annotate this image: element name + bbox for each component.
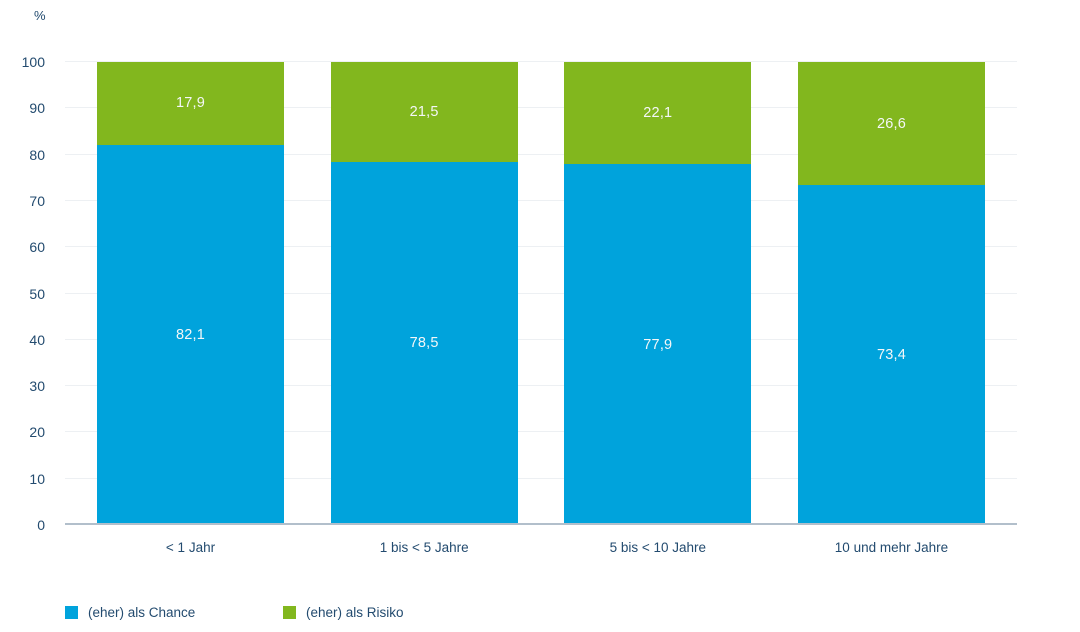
x-axis-labels: < 1 Jahr 1 bis < 5 Jahre 5 bis < 10 Jahre 1… bbox=[65, 540, 1017, 555]
gridline bbox=[65, 431, 1017, 433]
bar: 21,5 78,5 bbox=[330, 62, 518, 525]
gridline bbox=[65, 153, 1017, 155]
bar-segment: 78,5 bbox=[330, 161, 518, 525]
bar-value-label: 73,4 bbox=[876, 347, 906, 364]
legend-label: (eher) als Risiko bbox=[306, 605, 404, 620]
gridline bbox=[65, 385, 1017, 387]
x-axis-baseline bbox=[65, 523, 1017, 525]
bar: 17,9 82,1 bbox=[97, 62, 284, 525]
bar-segment: 77,9 bbox=[564, 164, 752, 525]
bar-value-label: 21,5 bbox=[409, 103, 439, 120]
bar: 26,6 73,4 bbox=[797, 62, 985, 525]
bar-value-label: 17,9 bbox=[175, 95, 206, 112]
y-tick-label: 10 bbox=[29, 470, 45, 487]
legend-item: (eher) als Chance bbox=[65, 606, 195, 620]
gridline bbox=[65, 107, 1017, 109]
y-tick-label: 60 bbox=[29, 239, 45, 256]
y-tick-label: 70 bbox=[29, 192, 45, 209]
y-axis-unit-label: % bbox=[34, 8, 46, 23]
y-tick-label: 30 bbox=[29, 378, 45, 395]
bar-value-label: 22,1 bbox=[643, 105, 673, 122]
legend-swatch-icon bbox=[283, 606, 296, 620]
bars-layer: 17,9 82,1 21,5 78,5 22,1 77,9 26,6 73,4 bbox=[65, 62, 1017, 525]
gridline bbox=[65, 61, 1017, 62]
y-tick-label: 80 bbox=[29, 146, 45, 163]
bar-value-label: 26,6 bbox=[876, 115, 906, 132]
bar-segment: 21,5 bbox=[330, 62, 518, 162]
y-tick-label: 0 bbox=[37, 517, 45, 533]
y-tick-label: 100 bbox=[21, 54, 45, 70]
bar-segment: 26,6 bbox=[797, 62, 985, 186]
y-axis: 0 10 20 30 40 50 60 70 80 90 100 bbox=[0, 55, 45, 532]
legend: (eher) als Chance (eher) als Risiko bbox=[65, 606, 1017, 624]
bar-value-label: 82,1 bbox=[175, 326, 206, 343]
plot-area: 17,9 82,1 21,5 78,5 22,1 77,9 26,6 73,4 bbox=[65, 61, 1017, 525]
bar-value-label: 78,5 bbox=[409, 335, 439, 352]
bar-value-label: 77,9 bbox=[643, 336, 673, 353]
x-category-label: 1 bis < 5 Jahre bbox=[379, 540, 469, 555]
legend-item: (eher) als Risiko bbox=[283, 606, 404, 620]
legend-label: (eher) als Chance bbox=[88, 605, 196, 620]
x-category-label: < 1 Jahr bbox=[165, 540, 216, 555]
gridline bbox=[65, 292, 1017, 294]
gridline bbox=[65, 246, 1017, 248]
bar-segment: 82,1 bbox=[97, 144, 284, 525]
y-tick-label: 40 bbox=[29, 331, 45, 348]
bar: 22,1 77,9 bbox=[564, 62, 752, 525]
gridline bbox=[65, 199, 1017, 201]
x-category-label: 10 und mehr Jahre bbox=[834, 540, 949, 555]
bar-segment: 22,1 bbox=[564, 62, 752, 165]
y-tick-label: 50 bbox=[29, 285, 45, 302]
y-tick-label: 20 bbox=[29, 424, 45, 441]
legend-swatch-icon bbox=[65, 606, 78, 620]
y-tick-label: 90 bbox=[29, 100, 45, 117]
gridline bbox=[65, 477, 1017, 479]
bar-segment: 73,4 bbox=[797, 185, 985, 525]
bar-segment: 17,9 bbox=[97, 62, 284, 145]
x-category-label: 5 bis < 10 Jahre bbox=[609, 540, 707, 555]
gridline bbox=[65, 338, 1017, 340]
